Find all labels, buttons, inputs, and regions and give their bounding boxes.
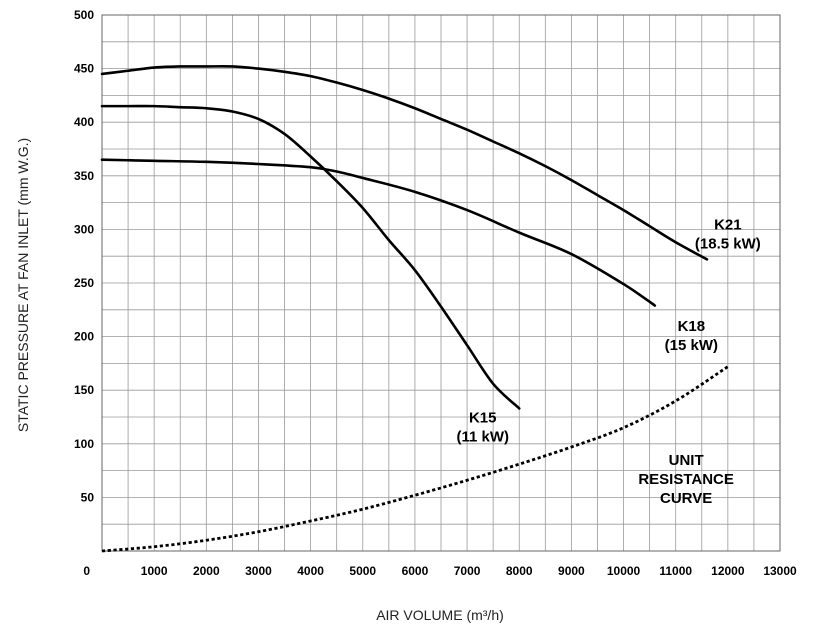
y-tick-label: 50 (81, 490, 95, 504)
x-tick-label: 11000 (659, 564, 692, 578)
x-tick-label: 0 (83, 564, 90, 578)
series-label-2: K21 (18.5 kW) (695, 216, 761, 252)
series-label-line: RESISTANCE (638, 471, 734, 488)
series-line-1 (100, 158, 657, 307)
series-label-1: K18 (15 kW) (665, 318, 718, 354)
grid-lines (102, 15, 780, 551)
x-tick-label: 13000 (763, 564, 797, 578)
series-label-line: (18.5 kW) (695, 235, 761, 252)
y-tick-label: 150 (74, 383, 94, 397)
y-tick-label: 450 (74, 62, 94, 76)
x-tick-label: 6000 (402, 564, 429, 578)
series-label-line: K15 (469, 409, 497, 426)
x-tick-label: 8000 (506, 564, 533, 578)
x-tick-labels: 0 1000 2000 3000 4000 5000 6000 7000 8000 9000 100… (83, 564, 797, 578)
series-labels: K15 (11 kW) K18 (15 kW) K21 (18.5 kW) UNIT RESI… (456, 216, 760, 507)
y-tick-label: 100 (74, 437, 94, 451)
series-lines (100, 65, 729, 553)
series-label-3: UNIT RESISTANCE CURVE (638, 452, 734, 507)
series-label-line: (11 kW) (456, 428, 509, 445)
x-tick-label: 4000 (297, 564, 324, 578)
x-tick-label: 1000 (141, 564, 168, 578)
series-label-line: UNIT (669, 452, 704, 469)
series-label-0: K15 (11 kW) (456, 409, 509, 445)
x-tick-label: 3000 (245, 564, 272, 578)
series-label-line: CURVE (660, 490, 712, 507)
series-label-line: K18 (678, 318, 706, 335)
series-line-2 (100, 65, 709, 261)
y-tick-label: 350 (74, 169, 94, 183)
y-tick-labels: 50 100 150 200 250 300 350 400 450 500 (74, 8, 94, 504)
series-label-line: (15 kW) (665, 337, 718, 354)
series-label-line: K21 (714, 216, 742, 233)
y-tick-label: 400 (74, 115, 94, 129)
y-tick-label: 250 (74, 276, 94, 290)
x-tick-label: 7000 (454, 564, 481, 578)
x-tick-label: 10000 (607, 564, 641, 578)
x-axis-title: AIR VOLUME (m³/h) (376, 607, 504, 623)
series-line-0 (100, 104, 521, 410)
series-line-3 (101, 365, 729, 553)
x-tick-label: 9000 (558, 564, 585, 578)
plot-frame (101, 14, 781, 552)
x-tick-label: 2000 (193, 564, 220, 578)
y-tick-label: 500 (74, 8, 94, 22)
x-tick-label: 12000 (711, 564, 745, 578)
y-axis-title: STATIC PRESSURE AT FAN INLET (mm W.G.) (15, 138, 31, 432)
y-tick-label: 300 (74, 222, 94, 236)
x-tick-label: 5000 (349, 564, 376, 578)
y-tick-label: 200 (74, 330, 94, 344)
